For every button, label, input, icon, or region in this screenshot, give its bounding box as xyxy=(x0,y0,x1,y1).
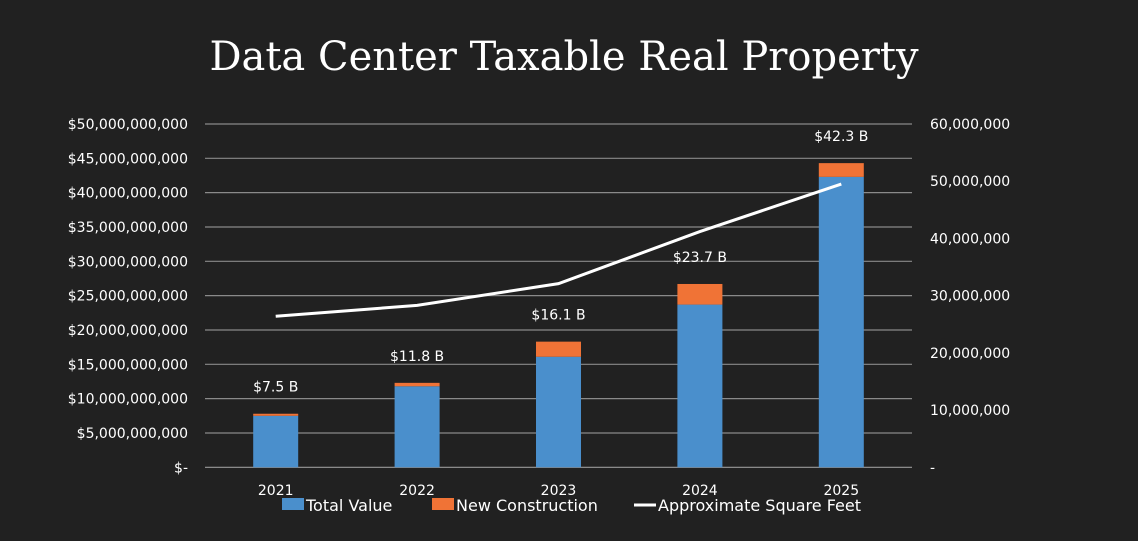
x-tick-label: 2024 xyxy=(682,483,718,499)
right-tick-label: 10,000,000 xyxy=(930,403,1010,419)
left-tick-label: $35,000,000,000 xyxy=(68,220,188,236)
bar-new-construction xyxy=(818,163,864,177)
x-tick-label: 2023 xyxy=(541,483,577,499)
left-tick-label: $- xyxy=(174,460,188,476)
legend-label: Total Value xyxy=(305,496,392,515)
legend-label: New Construction xyxy=(456,496,598,515)
gridlines xyxy=(205,123,912,468)
right-tick-label: - xyxy=(930,460,935,476)
left-tick-label: $15,000,000,000 xyxy=(68,357,188,373)
left-tick-label: $45,000,000,000 xyxy=(68,151,188,167)
right-tick-label: 40,000,000 xyxy=(930,231,1010,247)
legend: Total Value New Construction Approximate S… xyxy=(282,496,861,515)
legend-swatch xyxy=(432,498,454,510)
data-label: $16.1 B xyxy=(531,308,585,324)
bars: $7.5 B $11.8 B $16.1 B $23.7 B $42.3 B xyxy=(253,129,868,468)
x-tick-label: 2022 xyxy=(399,483,435,499)
right-tick-label: 50,000,000 xyxy=(930,174,1010,190)
data-label: $7.5 B xyxy=(253,380,298,396)
bar-total-value xyxy=(818,176,864,468)
left-tick-label: $30,000,000,000 xyxy=(68,254,188,270)
right-tick-label: 30,000,000 xyxy=(930,289,1010,305)
bar-new-construction xyxy=(253,413,299,416)
x-tick-label: 2025 xyxy=(823,483,859,499)
x-tick-label: 2021 xyxy=(258,483,294,499)
bar-new-construction xyxy=(394,382,440,387)
legend-label: Approximate Square Feet xyxy=(658,496,861,515)
left-tick-label: $10,000,000,000 xyxy=(68,392,188,408)
left-tick-label: $20,000,000,000 xyxy=(68,323,188,339)
x-axis: 2021 2022 2023 2024 2025 xyxy=(258,483,859,499)
legend-swatch xyxy=(282,498,304,510)
left-tick-label: $50,000,000,000 xyxy=(68,117,188,133)
line-series xyxy=(275,182,842,318)
right-tick-label: 60,000,000 xyxy=(930,117,1010,133)
bar-total-value xyxy=(677,304,723,468)
right-axis: - 10,000,000 20,000,000 30,000,000 40,000,00… xyxy=(930,117,1010,476)
data-label: $42.3 B xyxy=(814,129,868,145)
bar-total-value xyxy=(253,415,299,468)
data-label: $11.8 B xyxy=(390,349,444,365)
bar-new-construction xyxy=(677,283,723,305)
bar-new-construction xyxy=(536,341,581,357)
right-tick-label: 20,000,000 xyxy=(930,346,1010,362)
line-square-feet xyxy=(275,182,842,318)
chart-title: Data Center Taxable Real Property xyxy=(209,34,919,80)
left-tick-label: $25,000,000,000 xyxy=(68,289,188,305)
data-label: $23.7 B xyxy=(673,250,727,266)
left-axis: $- $5,000,000,000 $10,000,000,000 $15,000,0… xyxy=(68,117,188,476)
left-tick-label: $40,000,000,000 xyxy=(68,186,188,202)
bar-total-value xyxy=(394,386,440,468)
bar-total-value xyxy=(536,356,581,468)
left-tick-label: $5,000,000,000 xyxy=(77,426,188,442)
